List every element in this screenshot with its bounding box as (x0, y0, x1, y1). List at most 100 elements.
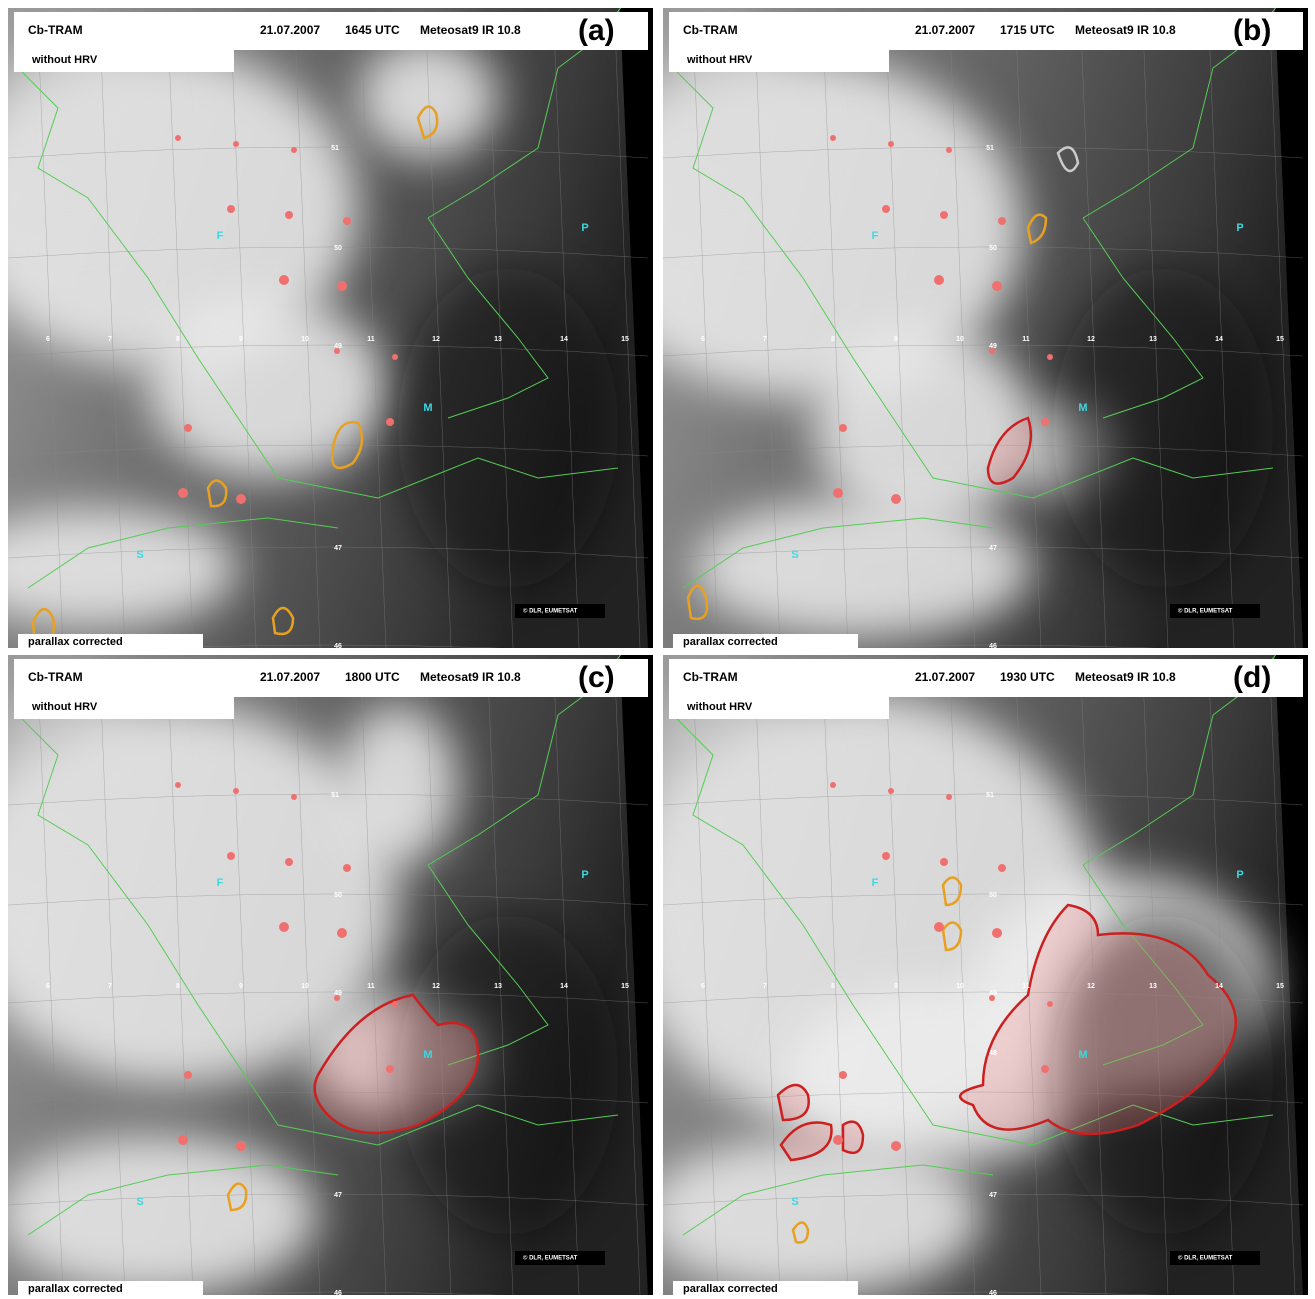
latitude-label: 51 (331, 792, 339, 799)
longitude-label: 8 (176, 336, 180, 343)
latitude-label: 47 (989, 1192, 997, 1199)
longitude-label: 14 (1215, 336, 1223, 343)
place-label: P (581, 222, 588, 234)
cell-contour (843, 1122, 863, 1153)
footer: parallax corrected (683, 1283, 778, 1295)
date: 21.07.2007 (915, 670, 975, 684)
lightning-cluster (291, 147, 297, 153)
lightning-cluster (337, 928, 347, 938)
date: 21.07.2007 (260, 670, 320, 684)
longitude-label: 6 (701, 983, 705, 990)
lightning-cluster (830, 782, 836, 788)
longitude-label: 6 (701, 336, 705, 343)
latitude-label: 46 (989, 1290, 997, 1295)
lightning-cluster (998, 864, 1006, 872)
latitude-label: 47 (334, 545, 342, 552)
place-label: F (217, 877, 224, 889)
place-label: M (1078, 1049, 1087, 1061)
lightning-cluster (833, 1135, 843, 1145)
product-name: Cb-TRAM (683, 670, 738, 684)
lightning-cluster (940, 211, 948, 219)
lightning-cluster (233, 788, 239, 794)
longitude-label: 10 (956, 983, 964, 990)
longitude-label: 12 (1087, 336, 1095, 343)
longitude-label: 7 (108, 983, 112, 990)
lightning-cluster (839, 424, 847, 432)
lightning-cluster (279, 922, 289, 932)
latitude-label: 50 (989, 892, 997, 899)
cloud (148, 298, 388, 478)
longitude-label: 7 (763, 983, 767, 990)
credit: © DLR, EUMETSAT (1178, 1255, 1233, 1262)
lightning-cluster (236, 494, 246, 504)
longitude-label: 13 (494, 983, 502, 990)
sensor: Meteosat9 IR 10.8 (420, 23, 521, 37)
product-name: Cb-TRAM (28, 23, 83, 37)
satellite-panel: Cb-TRAM21.07.20071800 UTCMeteosat9 IR 10… (8, 655, 653, 1295)
date: 21.07.2007 (260, 23, 320, 37)
footer: parallax corrected (28, 1283, 123, 1295)
lightning-cluster (279, 275, 289, 285)
lightning-cluster (233, 141, 239, 147)
lightning-cluster (882, 852, 890, 860)
subtitle: without HRV (31, 701, 98, 713)
place-label: S (791, 1196, 798, 1208)
sensor: Meteosat9 IR 10.8 (1075, 23, 1176, 37)
lightning-cluster (227, 205, 235, 213)
subtitle: without HRV (686, 701, 753, 713)
latitude-label: 49 (989, 343, 997, 350)
lightning-cluster (386, 1065, 394, 1073)
lightning-cluster (184, 1071, 192, 1079)
credit: © DLR, EUMETSAT (523, 608, 578, 615)
product-name: Cb-TRAM (683, 23, 738, 37)
header-box (669, 12, 1303, 50)
time: 1800 UTC (345, 670, 400, 684)
latitude-label: 46 (334, 1290, 342, 1295)
longitude-label: 12 (432, 983, 440, 990)
place-label: F (872, 877, 879, 889)
lightning-cluster (946, 147, 952, 153)
lightning-cluster (343, 217, 351, 225)
lightning-cluster (343, 864, 351, 872)
longitude-label: 10 (301, 336, 309, 343)
lightning-cluster (882, 205, 890, 213)
sensor: Meteosat9 IR 10.8 (420, 670, 521, 684)
longitude-label: 10 (301, 983, 309, 990)
longitude-label: 12 (432, 336, 440, 343)
lightning-cluster (833, 488, 843, 498)
cloud (693, 498, 1033, 638)
longitude-label: 8 (176, 983, 180, 990)
satellite-panel: Cb-TRAM21.07.20071930 UTCMeteosat9 IR 10… (663, 655, 1308, 1295)
latitude-label: 49 (334, 990, 342, 997)
lightning-cluster (934, 922, 944, 932)
lightning-cluster (184, 424, 192, 432)
lightning-cluster (992, 281, 1002, 291)
longitude-label: 6 (46, 336, 50, 343)
lightning-cluster (1041, 418, 1049, 426)
dark-area (1053, 268, 1273, 588)
place-label: M (1078, 402, 1087, 414)
latitude-label: 46 (989, 643, 997, 648)
longitude-label: 7 (763, 336, 767, 343)
longitude-label: 11 (367, 336, 375, 343)
latitude-label: 49 (989, 990, 997, 997)
lightning-cluster (285, 858, 293, 866)
time: 1715 UTC (1000, 23, 1055, 37)
longitude-label: 13 (494, 336, 502, 343)
longitude-label: 11 (367, 983, 375, 990)
place-label: M (423, 402, 432, 414)
footer: parallax corrected (683, 636, 778, 648)
lightning-cluster (386, 418, 394, 426)
dark-area (398, 268, 618, 588)
lightning-cluster (830, 135, 836, 141)
place-label: S (791, 549, 798, 561)
longitude-label: 14 (560, 983, 568, 990)
cloud (338, 705, 458, 865)
latitude-label: 50 (334, 892, 342, 899)
lightning-cluster (285, 211, 293, 219)
longitude-label: 8 (831, 336, 835, 343)
lightning-cluster (891, 1141, 901, 1151)
lightning-cluster (337, 281, 347, 291)
latitude-label: 51 (331, 145, 339, 152)
